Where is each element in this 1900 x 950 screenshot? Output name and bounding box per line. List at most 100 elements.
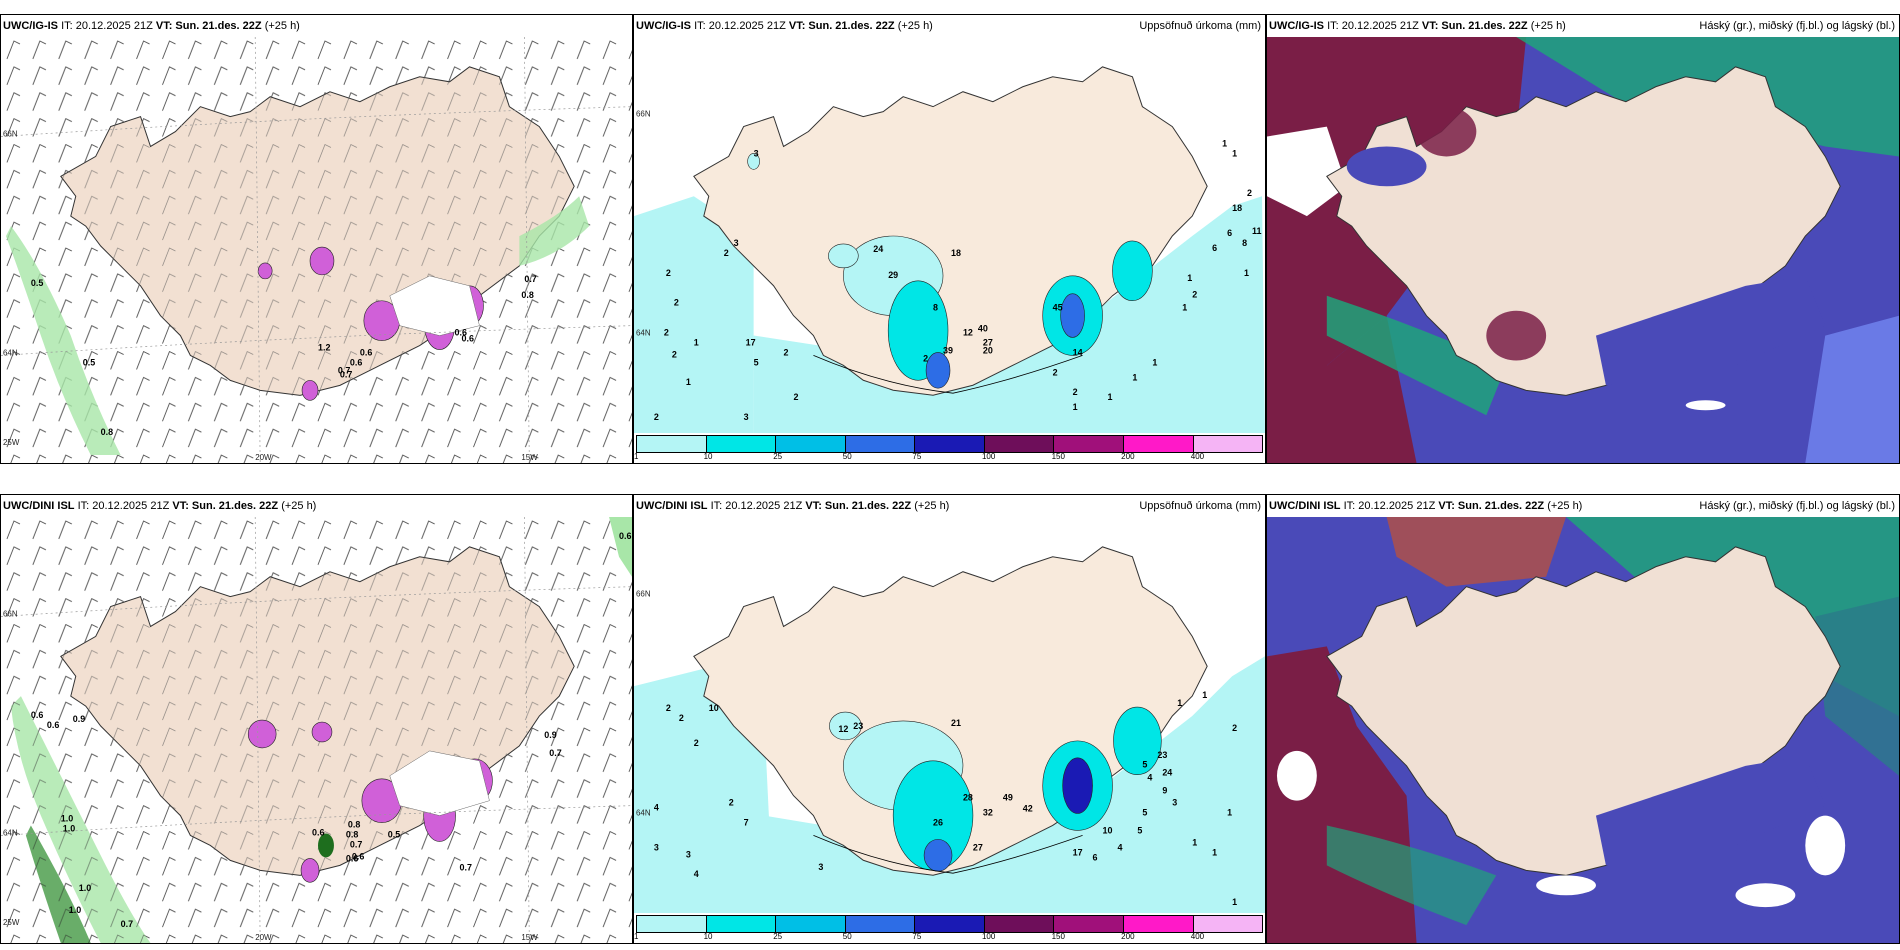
- legend-label: 75: [912, 452, 922, 461]
- legend-swatch: [915, 436, 985, 452]
- value-label: 1: [1177, 698, 1182, 708]
- legend-colorbar: [636, 915, 1263, 933]
- precip-map: 66N 64N 3 2 2 2 2 2 1 1 2 3 17 2 5 2 3 24 29 18 8 2 12 27 40 20…: [634, 37, 1265, 433]
- legend-label: 1: [634, 932, 639, 941]
- value-label: 2: [1247, 188, 1252, 198]
- value-label: 24: [1162, 768, 1172, 778]
- legend-label: 1: [634, 452, 639, 461]
- value-label: 0.8: [101, 427, 113, 437]
- lat-label: 66N: [3, 130, 18, 139]
- value-label: 10: [709, 703, 719, 713]
- panel-header: UWC/IG-IS IT: 20.12.2025 21Z VT: Sun. 21…: [1, 15, 632, 37]
- legend-label: 200: [1121, 932, 1135, 941]
- panel-header: UWC/DINI ISL IT: 20.12.2025 21Z VT: Sun.…: [1, 495, 632, 517]
- ig-wind-panel: UWC/IG-IS IT: 20.12.2025 21Z VT: Sun. 21…: [0, 14, 633, 464]
- value-label: 2: [729, 798, 734, 808]
- value-label: 2: [694, 738, 699, 748]
- value-label: 2: [672, 349, 677, 359]
- legend-label: 400: [1190, 932, 1205, 941]
- value-label: 0.9: [73, 714, 85, 724]
- panel-header: UWC/IG-IS IT: 20.12.2025 21Z VT: Sun. 21…: [1267, 15, 1899, 37]
- legend-label: 200: [1121, 452, 1135, 461]
- value-label: 6: [1212, 243, 1217, 253]
- value-label: 27: [983, 337, 993, 347]
- value-label: 45: [1053, 303, 1063, 313]
- legend-swatch: [637, 916, 707, 932]
- value-label: 3: [754, 148, 759, 158]
- value-label: 0.8: [348, 820, 360, 830]
- legend-label: 400: [1190, 452, 1205, 461]
- legend-swatch: [706, 916, 777, 932]
- ig-cloud-panel: UWC/IG-IS IT: 20.12.2025 21Z VT: Sun. 21…: [1266, 14, 1900, 464]
- wind-map: 66N 64N 20W 15W 25W 0.6 0.6 0.6 0.9 1.0 1.0 1.…: [1, 517, 632, 943]
- value-label: 2: [784, 347, 789, 357]
- map-title: Uppsöfnuð úrkoma (mm): [1139, 20, 1261, 32]
- value-label: 0.6: [455, 328, 467, 338]
- cloud-map: [1267, 517, 1899, 943]
- value-label: 1: [1232, 148, 1237, 158]
- value-label: 7: [744, 817, 749, 827]
- value-label: 0.8: [346, 830, 358, 840]
- legend-swatch: [1193, 916, 1263, 932]
- lon-label: 20W: [255, 933, 272, 942]
- value-label: 0.7: [524, 274, 536, 284]
- value-label: 0.5: [83, 357, 95, 367]
- value-label: 1: [1073, 402, 1078, 412]
- value-label: 1: [686, 377, 691, 387]
- value-label: 17: [746, 337, 756, 347]
- legend-swatch: [637, 436, 707, 452]
- value-label: 4: [1117, 842, 1122, 852]
- legend-label: 75: [912, 932, 922, 941]
- legend-colorbar: [636, 435, 1263, 453]
- legend-swatch: [1054, 436, 1124, 452]
- value-label: 2: [923, 353, 928, 363]
- value-label: 6: [1093, 852, 1098, 862]
- value-label: 1.0: [69, 905, 81, 915]
- legend-label: 25: [773, 452, 783, 461]
- value-label: 0.6: [312, 828, 324, 838]
- value-label: 11: [1252, 226, 1261, 236]
- lat-label: 66N: [636, 590, 651, 599]
- value-label: 29: [888, 270, 898, 280]
- legend-swatch: [915, 916, 985, 932]
- value-label: 1.0: [63, 824, 75, 834]
- value-label: 3: [686, 849, 691, 859]
- legend-label: 100: [981, 452, 996, 461]
- lon-label: 25W: [3, 918, 20, 927]
- value-label: 0.9: [544, 730, 556, 740]
- dini-precip-panel: UWC/DINI ISL IT: 20.12.2025 21Z VT: Sun.…: [633, 494, 1266, 944]
- value-label: 5: [754, 357, 759, 367]
- value-label: 1: [1182, 303, 1187, 313]
- lon-label: 20W: [255, 453, 272, 462]
- value-label: 49: [1003, 793, 1013, 803]
- legend-swatch: [984, 916, 1055, 932]
- value-label: 1: [1192, 837, 1197, 847]
- value-label: 2: [654, 412, 659, 422]
- value-label: 2: [666, 268, 671, 278]
- value-label: 0.6: [619, 531, 631, 541]
- value-label: 0.6: [350, 357, 362, 367]
- lat-label: 64N: [3, 349, 18, 358]
- panel-header: UWC/DINI ISL IT: 20.12.2025 21Z VT: Sun.…: [1267, 495, 1899, 517]
- value-label: 2: [679, 713, 684, 723]
- value-label: 42: [1023, 804, 1033, 814]
- value-label: 18: [951, 248, 961, 258]
- value-label: 1: [1152, 357, 1157, 367]
- value-label: 27: [973, 842, 983, 852]
- value-label: 23: [1157, 750, 1167, 760]
- precip-legend: 1 10 25 50 75 100 150 200 400: [634, 913, 1265, 943]
- value-label: 1: [1232, 897, 1237, 907]
- value-label: 0.7: [121, 919, 133, 929]
- value-label: 2: [793, 392, 798, 402]
- panel-header: UWC/DINI ISL IT: 20.12.2025 21Z VT: Sun.…: [634, 495, 1265, 517]
- panel-header: UWC/IG-IS IT: 20.12.2025 21Z VT: Sun. 21…: [634, 15, 1265, 37]
- legend-swatch: [1123, 916, 1194, 932]
- value-label: 0.6: [346, 853, 358, 863]
- value-label: 3: [744, 412, 749, 422]
- map-title: Háský (gr.), miðský (fj.bl.) og lágský (…: [1699, 500, 1895, 512]
- value-label: 20: [983, 345, 993, 355]
- legend-swatch: [776, 916, 846, 932]
- value-label: 0.6: [47, 720, 59, 730]
- legend-label: 10: [703, 452, 713, 461]
- value-label: 2: [1053, 367, 1058, 377]
